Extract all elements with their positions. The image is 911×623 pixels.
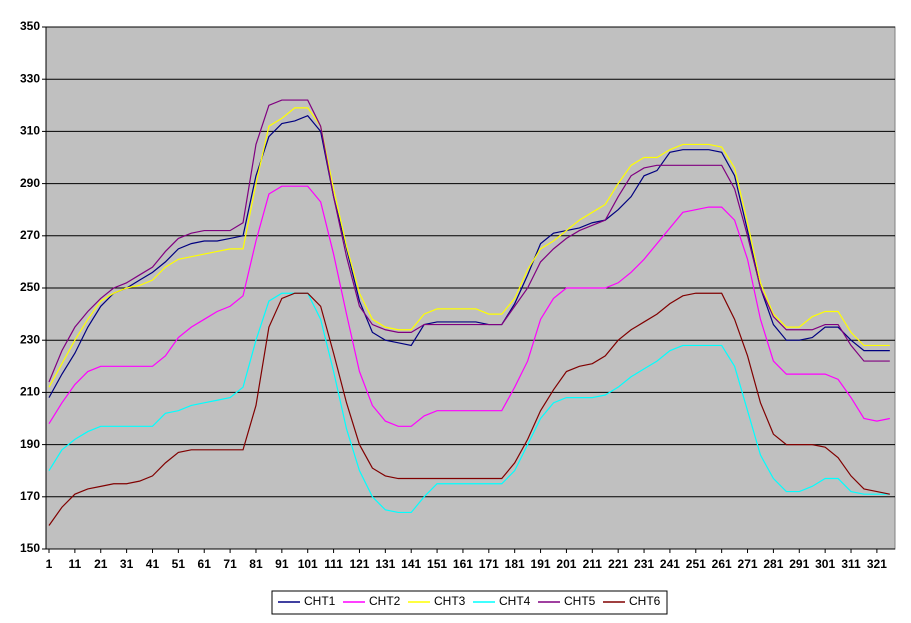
x-tick-label: 301 xyxy=(815,557,835,571)
x-tick-label: 91 xyxy=(275,557,289,571)
x-tick-label: 141 xyxy=(401,557,421,571)
x-tick-label: 291 xyxy=(789,557,809,571)
legend-label: CHT6 xyxy=(629,594,661,608)
x-tick-label: 231 xyxy=(634,557,654,571)
x-tick-label: 121 xyxy=(349,557,369,571)
x-tick-label: 261 xyxy=(712,557,732,571)
x-tick-label: 281 xyxy=(763,557,783,571)
x-tick-label: 101 xyxy=(298,557,318,571)
x-tick-label: 151 xyxy=(427,557,447,571)
x-tick-label: 191 xyxy=(531,557,551,571)
legend-label: CHT2 xyxy=(369,594,401,608)
x-tick-label: 131 xyxy=(375,557,395,571)
x-tick-label: 271 xyxy=(738,557,758,571)
x-tick-label: 1 xyxy=(46,557,53,571)
x-tick-label: 31 xyxy=(120,557,134,571)
legend-box xyxy=(271,590,668,615)
x-tick-label: 51 xyxy=(172,557,186,571)
x-tick-label: 111 xyxy=(324,557,343,571)
y-tick-label: 310 xyxy=(20,124,40,138)
x-tick-label: 171 xyxy=(479,557,499,571)
y-tick-label: 290 xyxy=(20,176,40,190)
series-line xyxy=(48,292,890,526)
y-tick-label: 330 xyxy=(20,71,40,85)
x-tick-label: 161 xyxy=(453,557,473,571)
x-tick-label: 251 xyxy=(686,557,706,571)
series-line xyxy=(48,115,890,398)
series-line xyxy=(48,99,890,383)
x-tick-label: 241 xyxy=(660,557,680,571)
y-tick-label: 150 xyxy=(20,541,40,555)
y-tick-label: 190 xyxy=(20,437,40,451)
legend-label: CHT5 xyxy=(564,594,596,608)
x-tick-label: 311 xyxy=(841,557,861,571)
y-tick-label: 350 xyxy=(20,19,40,33)
x-tick-label: 321 xyxy=(867,557,887,571)
x-tick-label: 11 xyxy=(69,557,82,571)
x-tick-label: 211 xyxy=(583,557,603,571)
x-tick-label: 21 xyxy=(94,557,108,571)
legend-label: CHT4 xyxy=(499,594,531,608)
y-tick-label: 230 xyxy=(20,332,40,346)
x-tick-label: 81 xyxy=(249,557,263,571)
series-line xyxy=(48,185,890,427)
x-tick-label: 221 xyxy=(608,557,628,571)
x-tick-label: 41 xyxy=(146,557,160,571)
series-line xyxy=(48,292,890,514)
x-tick-label: 181 xyxy=(505,557,525,571)
x-tick-label: 61 xyxy=(198,557,212,571)
y-tick-label: 210 xyxy=(20,385,40,399)
legend-label: CHT1 xyxy=(304,594,336,608)
y-tick-label: 270 xyxy=(20,228,40,242)
x-tick-label: 201 xyxy=(556,557,576,571)
legend-label: CHT3 xyxy=(434,594,466,608)
x-tick-label: 71 xyxy=(223,557,237,571)
y-tick-label: 250 xyxy=(20,280,40,294)
series-line xyxy=(48,107,890,388)
y-tick-label: 170 xyxy=(20,489,40,503)
